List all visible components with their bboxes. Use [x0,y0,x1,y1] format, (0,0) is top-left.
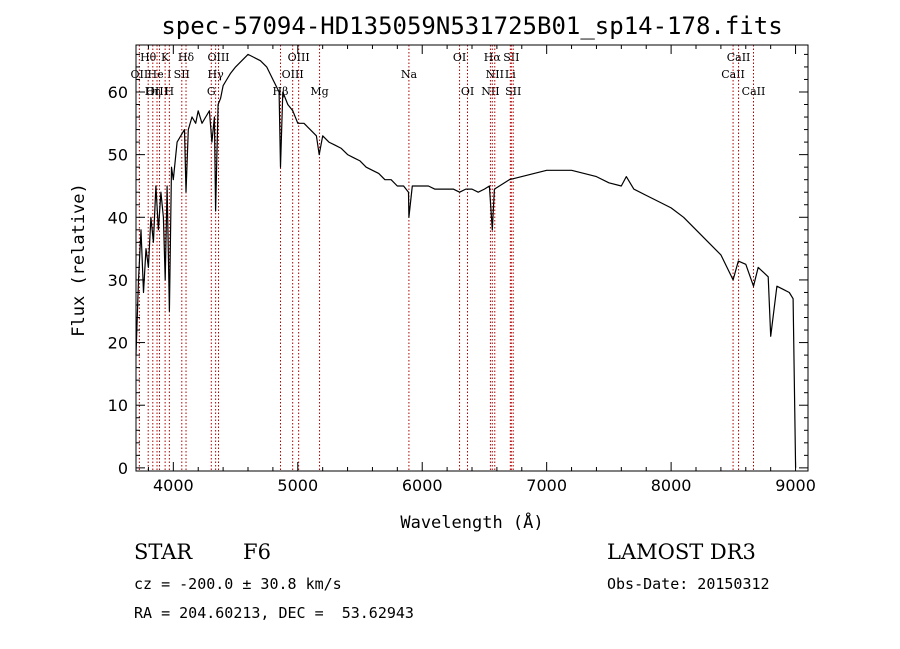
spectral-line-label: CaII [721,68,745,81]
chart-title: spec-57094-HD135059N531725B01_sp14-178.f… [161,12,782,40]
spectral-line-label: SII [174,68,190,81]
spectral-line-label: Na [401,68,418,81]
spectral-line-label: SII [505,85,521,98]
spectral-line-label: Hα [484,51,502,64]
x-tick-label: 7000 [526,476,567,495]
x-tick-label: 6000 [402,476,443,495]
spectral-line-label: He I [148,68,172,81]
x-axis-label: Wavelength (Å) [400,511,543,533]
spectral-line-label: OIII [146,85,168,98]
object-type: STAR [134,540,193,564]
spectral-line-label: OII [131,68,149,81]
spectral-line-label: NII [486,68,504,81]
spectral-line-label: OIII [207,51,229,64]
redshift-info: cz = -200.0 ± 30.8 km/s [134,575,342,593]
spectral-line-label: NII [481,85,499,98]
x-tick-label: 9000 [775,476,816,495]
y-tick-label: 10 [108,396,128,415]
spectral-line-label: K [161,51,170,64]
y-tick-label: 60 [108,83,128,102]
spectral-line-label: Hβ [273,85,289,98]
y-tick-label: 30 [108,271,128,290]
spectral-line-label: SII [503,51,519,64]
spectral-line-label: H [165,85,175,98]
x-tick-label: 5000 [277,476,318,495]
spectral-line-label: Hγ [208,68,225,81]
spectral-line-label: Hδ [178,51,195,64]
spectral-line-label: OIII [282,68,304,81]
spectral-line-label: Mg [310,85,328,98]
y-axis-label: Flux (relative) [69,183,89,337]
spectral-line-label: Li [505,68,516,81]
y-tick-label: 40 [108,208,128,227]
spectral-line-label: G [207,85,216,98]
survey-name: LAMOST DR3 [607,540,756,564]
spectral-line-label: OI [453,51,466,64]
spectral-line-label: OIII [288,51,310,64]
observation-date: Obs-Date: 20150312 [607,575,770,593]
flux-series-line [135,53,797,468]
plot-frame [135,44,809,472]
y-tick-label: 20 [108,334,128,353]
x-tick-label: 4000 [153,476,194,495]
spectral-line-label: CaII [727,51,751,64]
spectral-line-label: OI [461,85,474,98]
object-subclass: F6 [243,540,271,564]
y-tick-label: 0 [118,459,128,478]
spectral-line-label: CaII [742,85,766,98]
y-tick-label: 50 [108,146,128,165]
x-tick-label: 8000 [651,476,692,495]
spectral-line-label: Hθ [140,51,157,64]
coordinates: RA = 204.60213, DEC = 53.62943 [134,604,414,622]
